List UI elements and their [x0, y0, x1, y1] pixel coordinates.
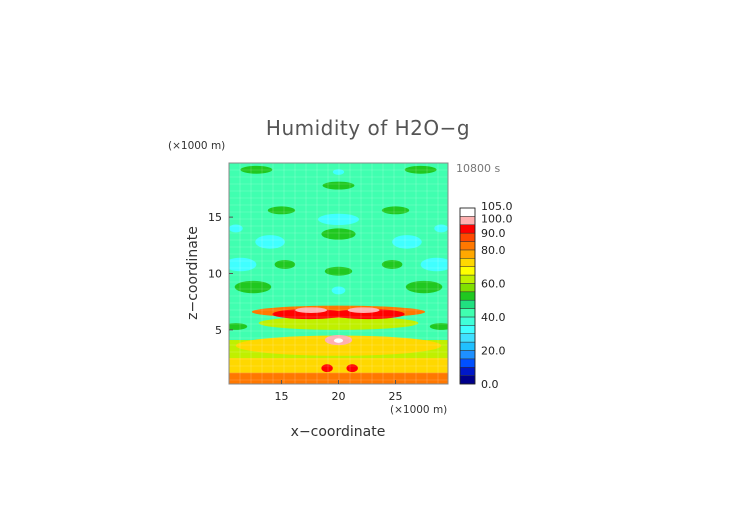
- y-tick-label: 10: [208, 268, 222, 281]
- colorbar-swatch: [459, 266, 476, 276]
- humidity-cell: [346, 364, 358, 373]
- colorbar-tick-label: 100.0: [481, 212, 513, 225]
- humidity-cell: [295, 307, 328, 313]
- time-label: 10800 s: [456, 162, 500, 175]
- humidity-cell: [322, 181, 355, 190]
- colorbar-swatch: [459, 366, 476, 376]
- colorbar-tick-label: 80.0: [481, 244, 506, 257]
- chart-title: Humidity of H2O−g: [266, 116, 470, 140]
- x-tick-label: 15: [274, 390, 288, 403]
- humidity-cell: [347, 307, 380, 313]
- humidity-cell: [321, 228, 356, 240]
- colorbar-swatch: [459, 283, 476, 293]
- colorbar-tick-label: 40.0: [481, 311, 506, 324]
- colorbar-swatch: [459, 258, 476, 267]
- colorbar-swatch: [459, 325, 476, 334]
- humidity-cell: [429, 323, 448, 330]
- colorbar-tick-label: 90.0: [481, 227, 506, 240]
- colorbar-swatch: [459, 232, 476, 242]
- x-tick-label: 25: [389, 390, 403, 403]
- humidity-cell: [258, 316, 419, 330]
- humidity-cell: [240, 165, 273, 174]
- y-axis-ticks: 5 10 15: [208, 211, 233, 337]
- humidity-cell: [434, 224, 448, 233]
- colorbar-tick-label: 60.0: [481, 277, 506, 290]
- x-axis-unit: (×1000 m): [390, 404, 447, 416]
- humidity-cell: [229, 257, 257, 272]
- y-tick-label: 5: [215, 324, 222, 337]
- colorbar-swatch: [459, 249, 476, 259]
- humidity-cell: [317, 213, 360, 226]
- x-tick-label: 20: [332, 390, 346, 403]
- humidity-cell: [381, 206, 410, 215]
- colorbar-swatch: [459, 333, 476, 343]
- colorbar-swatch: [459, 358, 476, 368]
- humidity-cell: [235, 335, 442, 356]
- grid: [229, 163, 448, 384]
- colorbar-swatch: [459, 207, 476, 217]
- colorbar-swatch: [459, 341, 476, 351]
- colorbar-frame: [459, 207, 476, 385]
- colorbar-tick-label: 20.0: [481, 344, 506, 357]
- humidity-cell: [272, 309, 346, 320]
- colorbar-swatch: [459, 350, 476, 360]
- humidity-cell: [332, 169, 345, 175]
- colorbar-swatch: [459, 216, 476, 226]
- colorbar-swatch: [459, 308, 476, 318]
- humidity-cell: [404, 165, 437, 174]
- y-tick-label: 15: [208, 211, 222, 224]
- humidity-cell: [331, 286, 346, 295]
- colorbar-swatch: [459, 299, 476, 309]
- humidity-cell: [420, 257, 448, 272]
- x-axis-label: x−coordinate: [291, 424, 386, 440]
- colorbar-swatch: [459, 224, 476, 234]
- contour-field: [229, 163, 448, 384]
- humidity-cell: [381, 259, 403, 269]
- humidity-cell: [229, 323, 248, 330]
- colorbar-tick-label: 105.0: [481, 200, 513, 213]
- humidity-cell: [392, 235, 422, 249]
- humidity-cell: [405, 280, 443, 294]
- colorbar-swatch: [459, 316, 476, 326]
- humidity-cell: [229, 224, 243, 233]
- humidity-cell: [333, 338, 344, 343]
- humidity-cell: [234, 280, 272, 294]
- colorbar-swatch: [459, 241, 476, 251]
- y-axis-unit: (×1000 m): [168, 140, 225, 152]
- humidity-cell: [267, 206, 296, 215]
- colorbar-swatch: [459, 274, 476, 284]
- colorbar-tick-label: 0.0: [481, 378, 499, 391]
- humidity-cell: [321, 364, 333, 373]
- x-axis-ticks: 15 20 25: [274, 380, 403, 403]
- humidity-cell: [324, 266, 353, 276]
- y-axis-label: z−coordinate: [185, 226, 201, 320]
- humidity-cell: [274, 259, 296, 269]
- humidity-cell: [255, 235, 285, 249]
- colorbar-swatch: [459, 375, 476, 385]
- colorbar-swatch: [459, 291, 476, 301]
